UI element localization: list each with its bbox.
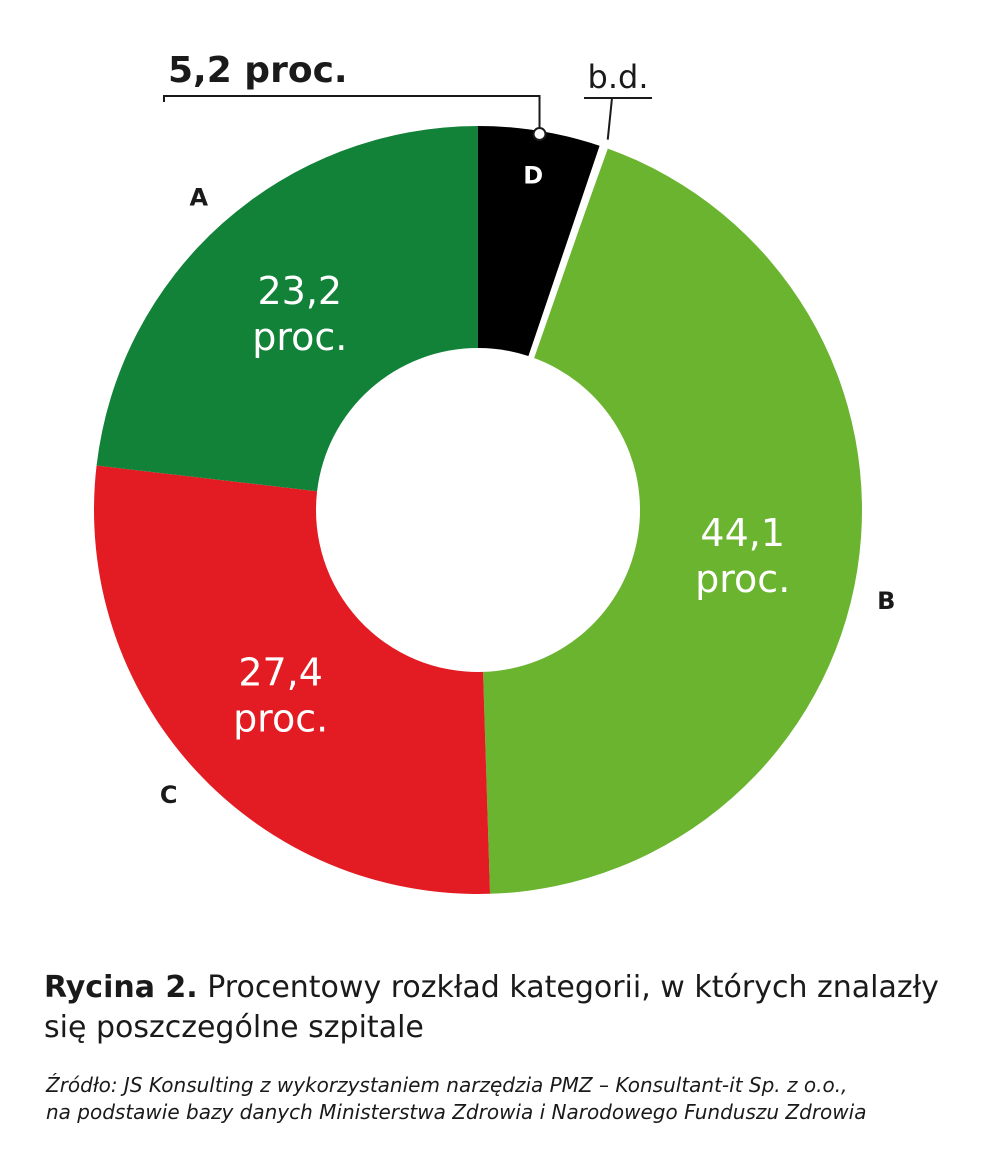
source-note: Źródło: JS Konsulting z wykorzystaniem n… xyxy=(46,1072,976,1126)
unit-label-a: proc. xyxy=(252,315,347,359)
value-label-d: 5,2 proc. xyxy=(168,50,348,91)
leader-line-d xyxy=(163,95,541,131)
caption-text: Procentowy rozkład kategorii, w których … xyxy=(44,970,939,1045)
value-label-b: 44,1 xyxy=(700,511,785,555)
unit-label-b: proc. xyxy=(695,557,790,601)
slice-a xyxy=(96,126,478,492)
category-label-b: B xyxy=(877,587,895,615)
figure-caption: Rycina 2. Procentowy rozkład kategorii, … xyxy=(44,968,974,1048)
source-line-1: Źródło: JS Konsulting z wykorzystaniem n… xyxy=(46,1073,848,1097)
category-label-bd: b.d. xyxy=(588,58,649,96)
caption-prefix: Rycina 2. xyxy=(44,970,198,1005)
unit-label-c: proc. xyxy=(233,696,328,740)
slice-b xyxy=(483,148,863,894)
leader-line-bd xyxy=(606,97,613,140)
slice-d xyxy=(478,126,602,357)
slice-c xyxy=(93,465,491,894)
source-line-2: na podstawie bazy danych Ministerstwa Zd… xyxy=(46,1100,867,1124)
slices-layer xyxy=(93,126,863,894)
category-label-a: A xyxy=(189,183,208,211)
value-label-c: 27,4 xyxy=(238,650,323,694)
gap-separator xyxy=(527,144,608,360)
category-label-d: D xyxy=(523,162,543,190)
leader-dot-d xyxy=(532,127,547,142)
category-label-c: C xyxy=(160,781,178,809)
value-label-a: 23,2 xyxy=(257,269,342,313)
